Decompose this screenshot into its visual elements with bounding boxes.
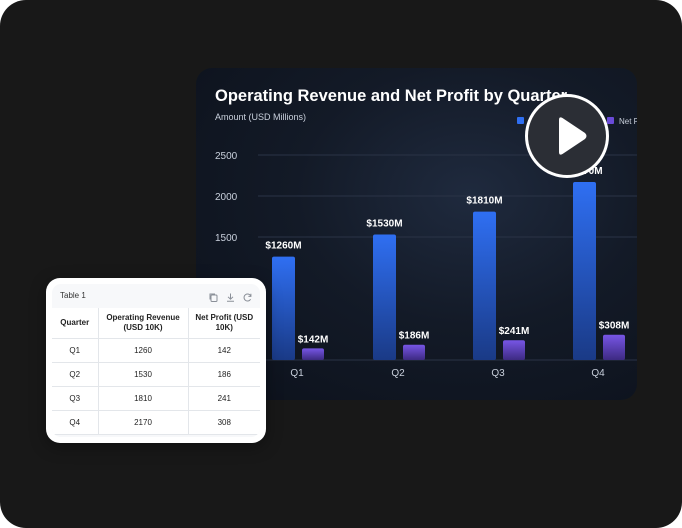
table-cell: 1260 xyxy=(97,338,189,363)
table-cell: 2170 xyxy=(97,410,189,435)
y-tick-label: 1500 xyxy=(215,233,238,244)
table-header-cell: Operating Revenue (USD 10K) xyxy=(97,308,189,339)
y-axis-label: Amount (USD Millions) xyxy=(215,112,306,122)
bar-net-profit xyxy=(503,340,525,360)
play-icon xyxy=(559,117,587,155)
bar-revenue xyxy=(373,234,396,360)
data-table: Quarter Operating Revenue (USD 10K) Net … xyxy=(52,308,260,435)
table-cell: 308 xyxy=(187,410,260,435)
legend-label-net-profit: Net P xyxy=(619,117,637,126)
download-icon[interactable] xyxy=(225,290,236,302)
table-cell: 186 xyxy=(187,362,260,387)
table-row: Q1 1260 142 xyxy=(52,338,260,363)
table-row: Q3 1810 241 xyxy=(52,386,260,411)
bar-revenue xyxy=(272,256,295,360)
table-toolbar: Table 1 xyxy=(52,284,260,308)
table-cell: 1810 xyxy=(97,386,189,411)
x-tick-label: Q3 xyxy=(491,368,505,379)
x-tick-label: Q2 xyxy=(391,368,405,379)
table-row: Q4 2170 308 xyxy=(52,410,260,435)
table-cell: 241 xyxy=(187,386,260,411)
y-tick-label: 2500 xyxy=(215,151,238,162)
data-label-revenue: $1530M xyxy=(366,219,402,230)
chart-title: Operating Revenue and Net Profit by Quar… xyxy=(215,87,568,105)
table-cell: Q4 xyxy=(52,410,99,435)
table-cell: Q3 xyxy=(52,386,99,411)
table-header-cell: Net Profit (USD 10K) xyxy=(187,308,260,339)
bar-revenue xyxy=(473,211,496,360)
table-cell: Q1 xyxy=(52,338,99,363)
play-button[interactable] xyxy=(525,94,609,178)
legend-swatch-revenue xyxy=(517,117,524,124)
bar-net-profit xyxy=(302,348,324,360)
table-panel: Table 1 Quarter Operating Revenue (USD 1… xyxy=(52,284,260,437)
data-label-net-profit: $142M xyxy=(298,334,329,345)
bar-revenue xyxy=(573,182,596,360)
data-label-net-profit: $241M xyxy=(499,326,530,337)
x-tick-label: Q4 xyxy=(591,368,605,379)
table-cell: 1530 xyxy=(97,362,189,387)
table-cell: 142 xyxy=(187,338,260,363)
table-cell: Q2 xyxy=(52,362,99,387)
data-label-net-profit: $308M xyxy=(599,321,630,332)
y-tick-label: 2000 xyxy=(215,192,238,203)
bar-net-profit xyxy=(403,344,425,360)
bar-net-profit xyxy=(603,334,625,360)
data-label-net-profit: $186M xyxy=(399,331,430,342)
table-header-cell: Quarter xyxy=(52,308,99,339)
table-header-row: Quarter Operating Revenue (USD 10K) Net … xyxy=(52,308,260,339)
legend-swatch-net-profit xyxy=(607,117,614,124)
refresh-icon[interactable] xyxy=(242,290,253,302)
copy-icon[interactable] xyxy=(208,290,219,302)
table-row: Q2 1530 186 xyxy=(52,362,260,387)
data-label-revenue: $1810M xyxy=(466,196,502,207)
table-card: Table 1 Quarter Operating Revenue (USD 1… xyxy=(46,278,266,443)
x-tick-label: Q1 xyxy=(290,368,304,379)
table-name: Table 1 xyxy=(60,291,86,300)
data-label-revenue: $1260M xyxy=(265,241,301,252)
